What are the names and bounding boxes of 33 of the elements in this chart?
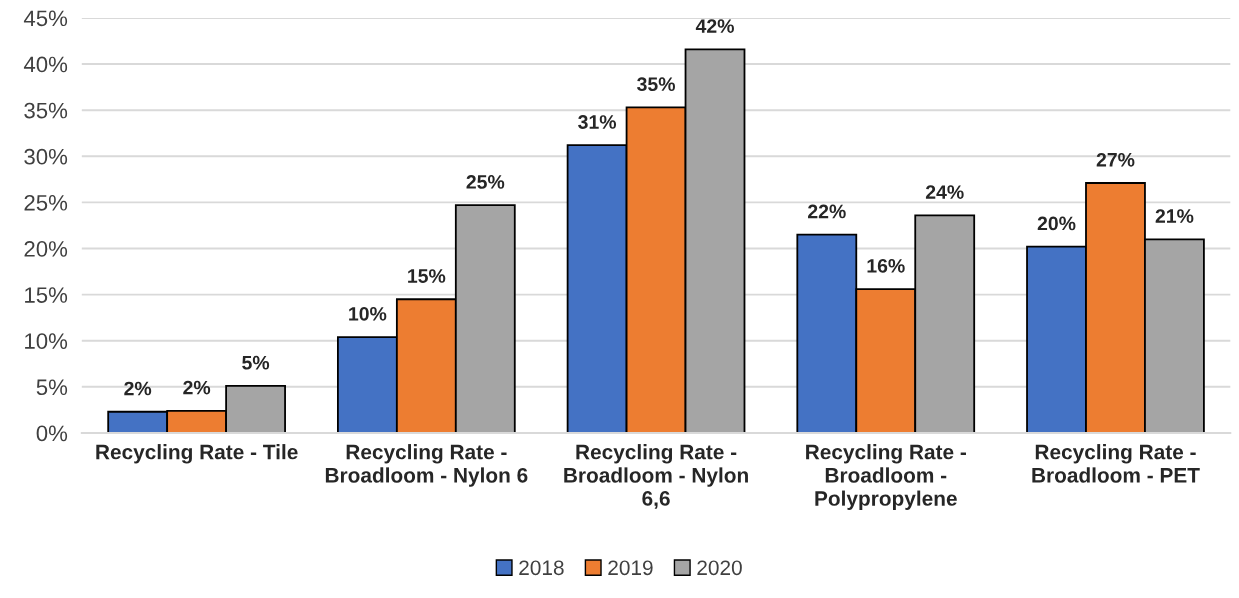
data-label: 16% (867, 258, 905, 273)
legend-label: 2020 (697, 560, 742, 576)
y-tick-label: 25% (24, 194, 68, 211)
data-label: 2% (124, 381, 152, 396)
data-label: 22% (808, 204, 846, 219)
y-tick-label: 10% (25, 333, 68, 349)
data-label: 31% (578, 115, 617, 129)
data-label: 25% (466, 175, 505, 189)
y-tick-label: 5% (36, 379, 68, 396)
y-tick-label: 0% (36, 425, 68, 442)
legend-label: 2018 (519, 560, 564, 576)
y-tick-label: 15% (25, 287, 68, 303)
data-label: 20% (1037, 216, 1076, 231)
y-tick-label: 35% (24, 102, 68, 119)
data-label: 10% (349, 306, 387, 321)
x-tick-label: Recycling Rate - Broadloom - PET (1032, 444, 1200, 483)
x-tick-label: Recycling Rate - Broadloom - Nylon 6,6 (564, 444, 748, 509)
data-label: 2% (183, 380, 211, 395)
y-tick-label: 40% (23, 56, 68, 73)
y-tick-label: 20% (24, 241, 68, 257)
data-label: 42% (695, 19, 734, 33)
data-label: 35% (637, 77, 675, 92)
data-label: 24% (925, 185, 964, 199)
y-tick-label: 30% (24, 148, 68, 165)
x-tick-label: Recycling Rate - Tile (96, 444, 298, 464)
data-label: 15% (408, 269, 446, 283)
data-label: 27% (1096, 152, 1135, 167)
x-tick-label: Recycling Rate - Broadloom - Polypropylene (806, 444, 966, 510)
data-label: 5% (242, 355, 270, 370)
y-tick-label: 45% (23, 10, 68, 27)
x-tick-label: Recycling Rate - Broadloom - Nylon 6 (325, 444, 528, 487)
legend-label: 2019 (608, 560, 653, 576)
data-label: 21% (1155, 209, 1194, 223)
